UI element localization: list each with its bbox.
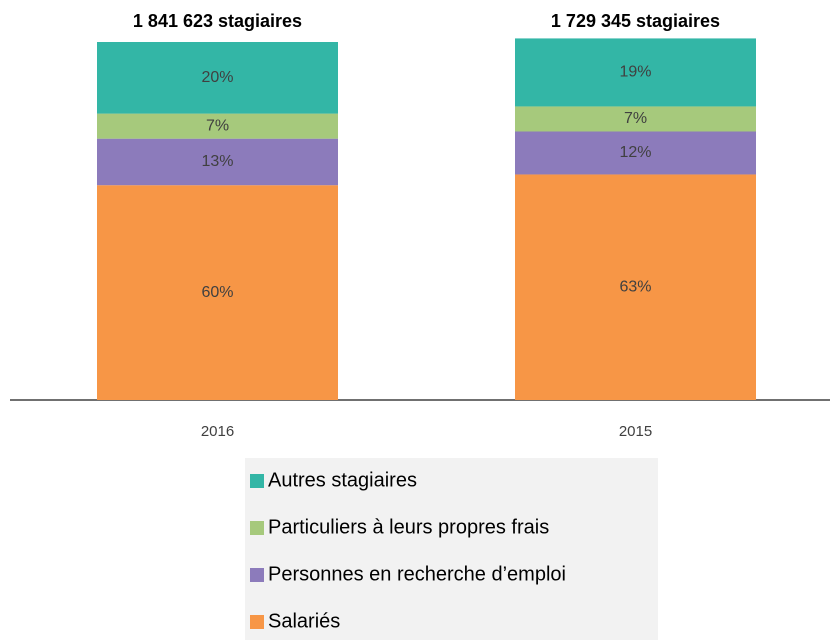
bar-segment xyxy=(515,106,756,132)
legend-box xyxy=(245,458,658,640)
x-tick-label: 2015 xyxy=(619,423,652,440)
data-label: 63% xyxy=(619,278,651,295)
legend-swatch xyxy=(250,474,264,488)
bar-segment xyxy=(515,174,756,400)
legend-label: Particuliers à leurs propres frais xyxy=(268,516,549,538)
legend-swatch xyxy=(250,568,264,582)
data-label: 12% xyxy=(619,144,651,161)
legend-label: Autres stagiaires xyxy=(268,469,417,491)
data-label: 20% xyxy=(201,69,233,86)
bar-total: 1 729 345 stagiaires xyxy=(551,11,720,31)
legend-swatch xyxy=(250,615,264,629)
legend-swatch xyxy=(250,521,264,535)
bar-segment xyxy=(97,138,338,186)
legend-label: Salariés xyxy=(268,610,340,632)
bar-segment xyxy=(97,185,338,400)
data-label: 7% xyxy=(624,110,647,127)
data-label: 19% xyxy=(619,64,651,81)
bar-segment xyxy=(97,42,338,114)
x-tick-label: 2016 xyxy=(201,423,234,440)
bar-total: 1 841 623 stagiaires xyxy=(133,11,302,31)
data-label: 7% xyxy=(206,117,229,134)
data-label: 60% xyxy=(201,284,233,301)
bar-segment xyxy=(97,113,338,139)
bar-segment xyxy=(515,131,756,175)
data-label: 13% xyxy=(201,153,233,170)
bar-segment xyxy=(515,38,756,107)
legend-label: Personnes en recherche d’emploi xyxy=(268,563,566,585)
